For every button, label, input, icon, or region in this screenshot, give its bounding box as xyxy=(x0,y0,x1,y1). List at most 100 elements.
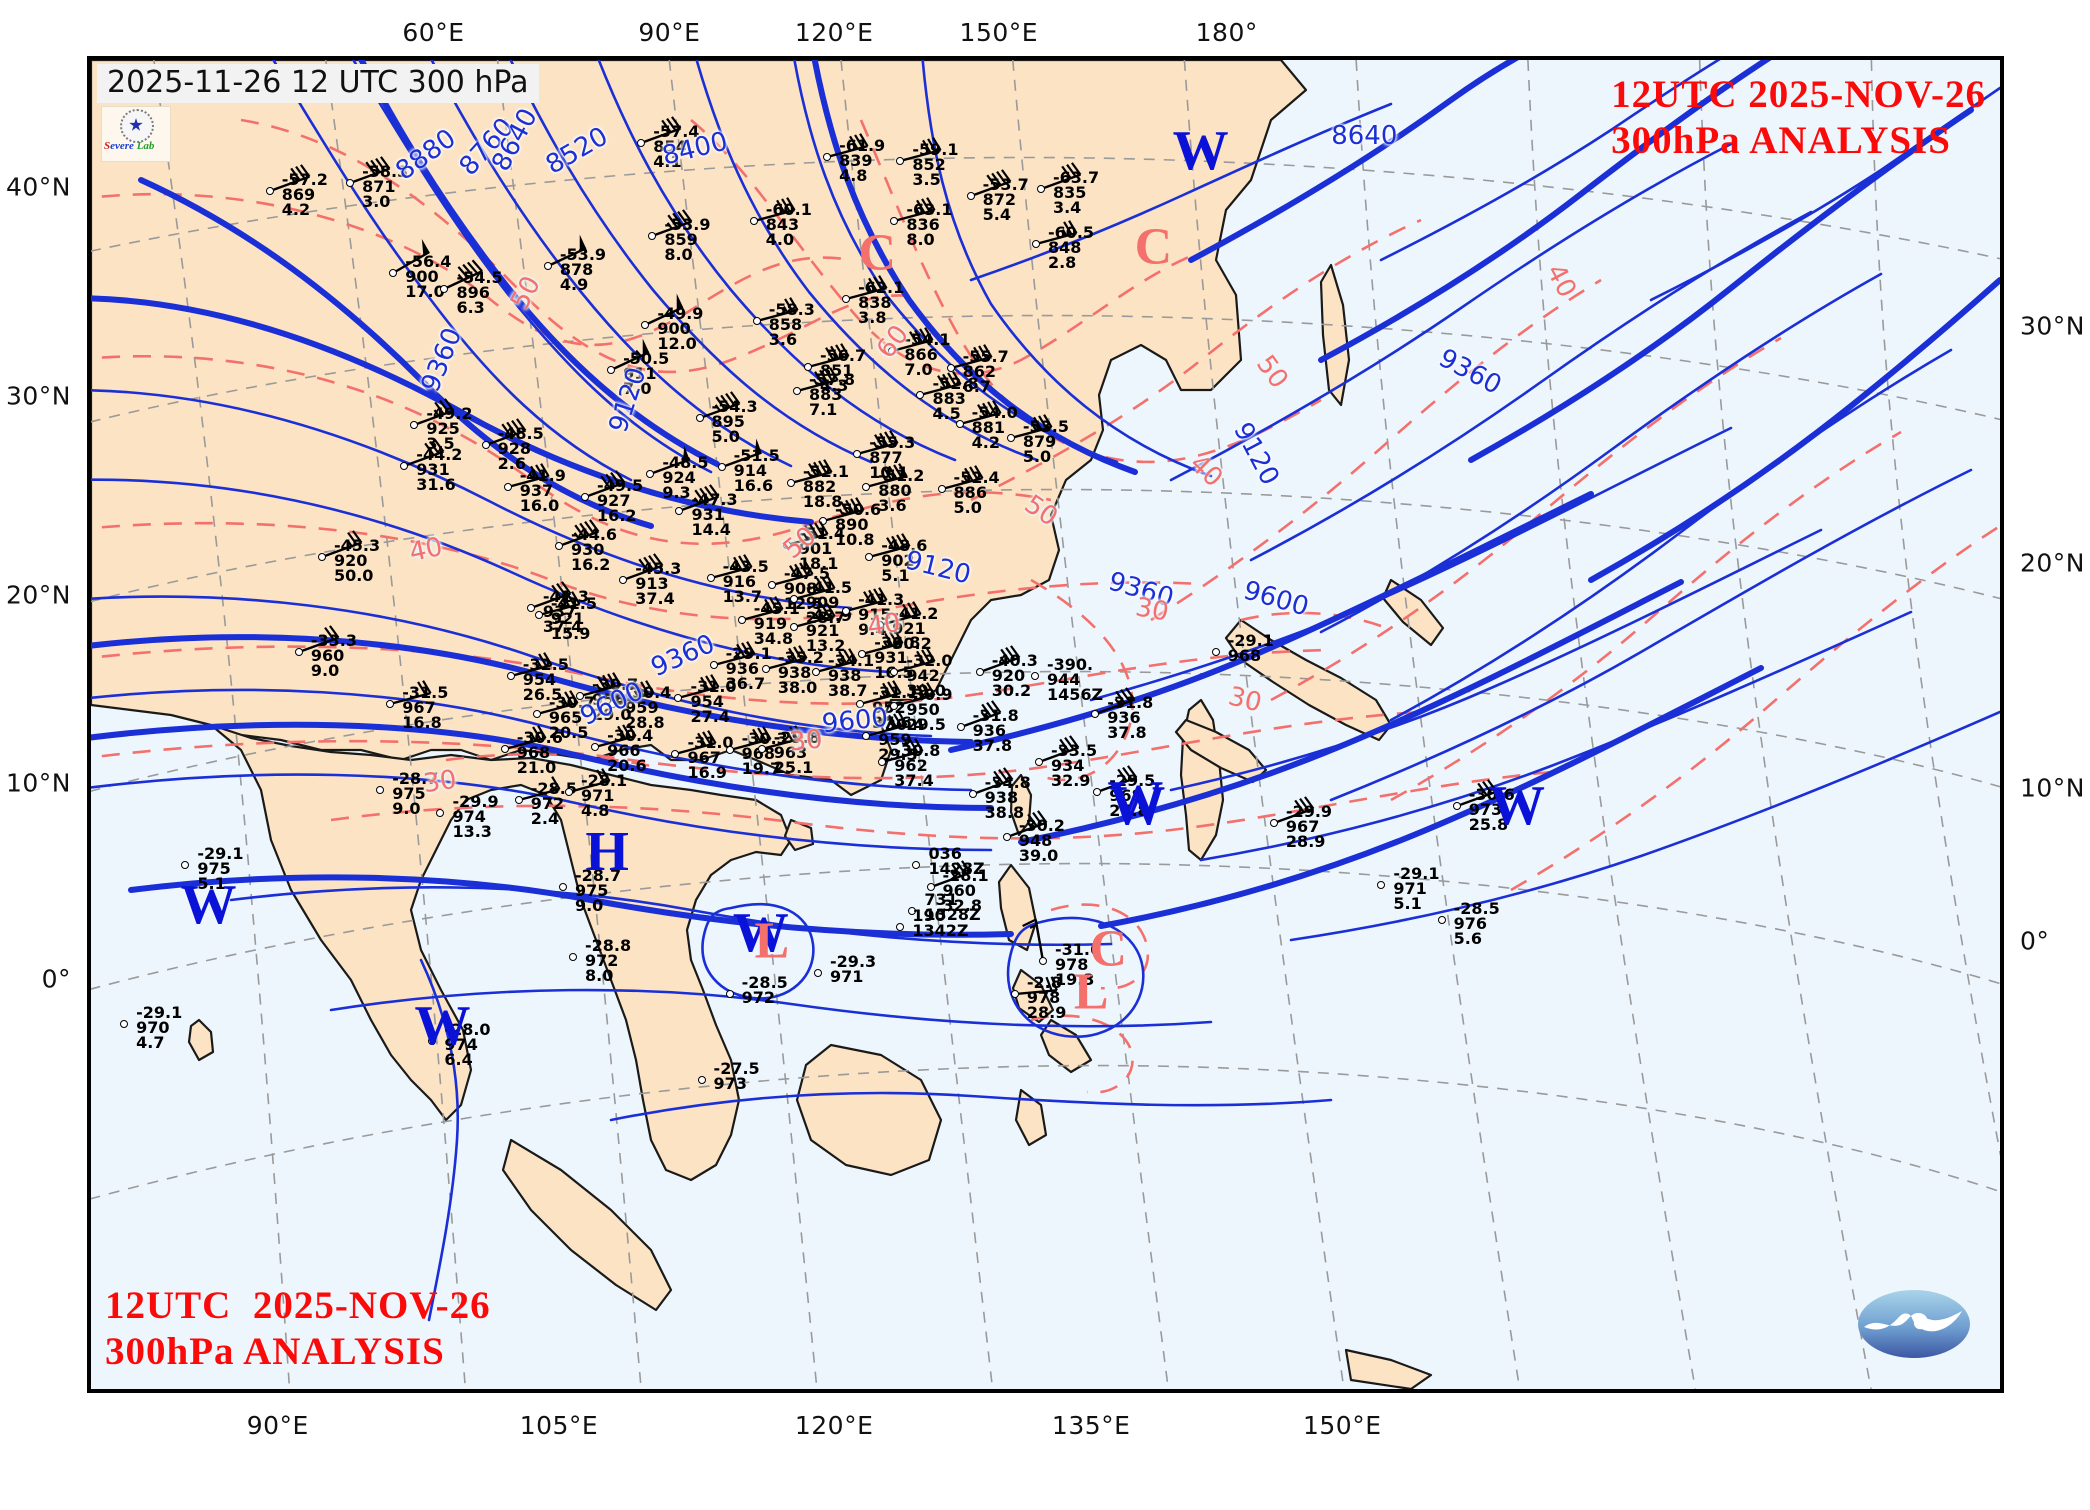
station-height: 973 xyxy=(713,1074,747,1094)
station-temperature: -31.8 xyxy=(1107,692,1154,712)
axis-tick-label: 180° xyxy=(1195,18,1258,47)
station-temperature: -53.9 xyxy=(664,215,711,235)
station-height: 915 xyxy=(858,605,892,625)
station-circle-icon xyxy=(792,386,801,395)
station-height: 975 xyxy=(197,858,231,878)
wind-barb-icon xyxy=(741,596,784,622)
wind-barb-icon xyxy=(950,343,993,369)
station-circle-icon xyxy=(812,667,821,676)
station-temperature: -41.5 xyxy=(805,578,853,598)
station-circle-icon xyxy=(853,450,862,459)
station-temperature: -53.9 xyxy=(559,245,607,265)
station-temperature: -28.5 xyxy=(741,972,788,992)
wind-barb-icon xyxy=(865,712,908,738)
station-temperature: -48.5 xyxy=(497,424,544,444)
station-circle-icon xyxy=(725,989,734,998)
axis-tick-label: 60°E xyxy=(402,18,465,47)
station-dewpoint: 5.0 xyxy=(711,427,740,447)
station-circle-icon xyxy=(554,541,563,550)
station-circle-icon xyxy=(890,701,899,710)
station-dewpoint: 37.8 xyxy=(972,735,1013,755)
wind-barb-icon xyxy=(771,561,814,587)
wind-barb-icon xyxy=(1035,220,1078,246)
station-temperature: -30.2 xyxy=(1018,815,1065,835)
station-circle-icon xyxy=(697,1076,706,1085)
station-dewpoint: 9.0 xyxy=(310,660,340,680)
station-dewpoint: 4.8 xyxy=(580,801,610,821)
station-height: 866 xyxy=(904,344,938,364)
station-dewpoint: 37.8 xyxy=(1107,722,1147,742)
station-height: 967 xyxy=(402,697,436,717)
station-dewpoint: 15.9 xyxy=(550,624,591,644)
station-height: 882 xyxy=(802,476,837,496)
station-height: 858 xyxy=(768,314,803,334)
station-height: 936 xyxy=(972,720,1007,740)
station-height: 950 xyxy=(906,699,940,719)
station-height: 851 xyxy=(819,360,854,380)
station-circle-icon xyxy=(878,758,887,767)
station-circle-icon xyxy=(646,470,655,479)
isotherm-label: 30 xyxy=(1133,592,1172,628)
height-contour-label: 8640 xyxy=(1331,121,1398,152)
wind-barb-icon xyxy=(1094,687,1136,716)
station-height: 854 xyxy=(653,137,687,157)
marker-w: W xyxy=(1109,775,1166,838)
station-circle-icon xyxy=(695,414,704,423)
wind-barb-icon xyxy=(1014,975,1058,995)
station-dewpoint: 2.6 xyxy=(497,454,526,474)
wind-barb-icon xyxy=(845,275,888,301)
station-temperature: -31.6 xyxy=(1054,940,1102,960)
wind-barb-icon xyxy=(856,430,899,456)
station-dewpoint: 1456Z xyxy=(1046,684,1104,704)
station-circle-icon xyxy=(1002,832,1011,841)
station-height: 968 xyxy=(741,744,776,764)
taiwan-landmass xyxy=(1009,773,1033,837)
station-height: 909 xyxy=(805,593,840,613)
station-height: 881 xyxy=(971,418,1006,438)
station-circle-icon xyxy=(946,363,955,372)
station-dewpoint: 28.9 xyxy=(1026,1002,1067,1022)
station-height: 959 xyxy=(878,730,912,750)
station-dewpoint: 9.0 xyxy=(574,895,604,915)
station-height: 921 xyxy=(805,621,840,641)
wind-barb-icon xyxy=(675,730,717,756)
station-height: 843 xyxy=(765,214,800,234)
station-dewpoint: 21.0 xyxy=(516,758,557,778)
station-temperature: -56.7 xyxy=(819,345,867,365)
station-temperature: -60.5 xyxy=(1047,223,1095,243)
station-dewpoint: 6.7 xyxy=(962,376,991,396)
station-circle-icon xyxy=(706,574,715,583)
station-temperature: -31.1 xyxy=(872,682,919,702)
station-dewpoint: 25.8 xyxy=(1468,815,1509,835)
station-dewpoint: 50.0 xyxy=(333,565,374,585)
station-circle-icon xyxy=(181,860,190,869)
station-temperature: -43.9 xyxy=(805,606,853,626)
wind-barb-icon xyxy=(584,469,626,498)
wind-barb-icon xyxy=(930,860,971,889)
axis-tick-label: 10°N xyxy=(2020,773,2086,803)
station-height: 965 xyxy=(548,707,583,727)
station-temperature: -29.1 xyxy=(136,1002,183,1022)
station-temperature: -29.5 xyxy=(1109,771,1156,791)
wind-barb-icon xyxy=(504,725,547,751)
station-temperature: -31.8 xyxy=(972,705,1019,725)
station-dewpoint: 2.4 xyxy=(530,809,560,829)
station-height: 921 xyxy=(892,619,926,639)
station-circle-icon xyxy=(389,269,398,278)
station-height: 937 xyxy=(519,480,554,500)
station-height: 916 xyxy=(722,572,756,592)
station-temperature: -48.5 xyxy=(662,453,709,473)
station-circle-icon xyxy=(975,667,984,676)
station-height: 938 xyxy=(984,788,1019,808)
station-dewpoint: 39.0 xyxy=(1018,845,1059,865)
station-circle-icon xyxy=(543,262,552,271)
station-dewpoint: 4.7 xyxy=(136,1032,165,1052)
station-circle-icon xyxy=(1036,184,1045,193)
station-height: 938 xyxy=(777,662,812,682)
wind-barb-icon xyxy=(859,679,902,706)
station-dewpoint: 38.7 xyxy=(828,680,868,700)
station-circle-icon xyxy=(503,482,512,491)
station-circle-icon xyxy=(637,139,646,148)
station-height: 871 xyxy=(362,176,396,196)
station-dewpoint: 37.4 xyxy=(894,771,934,791)
